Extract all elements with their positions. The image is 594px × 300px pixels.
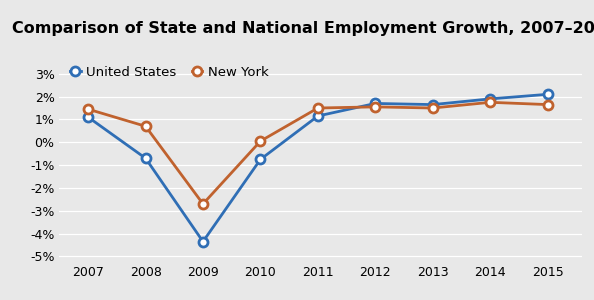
- United States: [372, 102, 379, 105]
- United States: [257, 158, 264, 161]
- New York: [372, 105, 379, 109]
- New York: [142, 124, 149, 128]
- United States: [544, 92, 551, 96]
- New York: [84, 107, 91, 111]
- New York: [429, 106, 437, 110]
- Line: New York: New York: [84, 98, 552, 208]
- New York: [544, 103, 551, 106]
- Legend: United States, New York: United States, New York: [66, 62, 273, 83]
- United States: [486, 97, 494, 101]
- New York: [314, 106, 321, 110]
- New York: [486, 100, 494, 104]
- United States: [142, 157, 149, 160]
- Text: Comparison of State and National Employment Growth, 2007–2015: Comparison of State and National Employm…: [12, 21, 594, 36]
- Line: United States: United States: [84, 90, 552, 246]
- United States: [314, 114, 321, 118]
- United States: [200, 240, 207, 243]
- New York: [200, 202, 207, 206]
- United States: [84, 116, 91, 119]
- New York: [257, 139, 264, 143]
- United States: [429, 103, 437, 106]
